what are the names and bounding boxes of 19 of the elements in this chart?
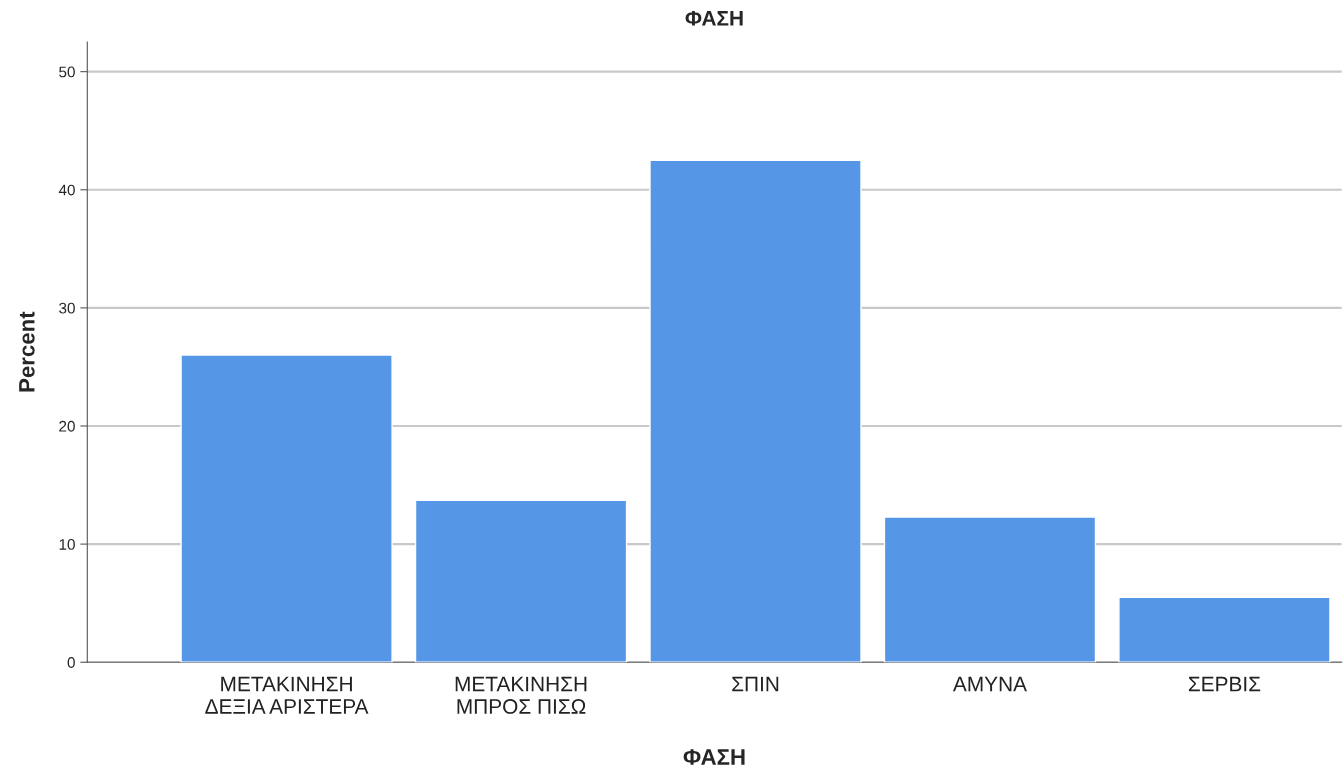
x-tick-label: ΣΕΡΒΙΣ xyxy=(1188,676,1261,692)
chart-title: ΦΑΣΗ xyxy=(685,11,743,26)
bar xyxy=(414,499,628,663)
bar xyxy=(180,354,393,663)
x-axis-title: ΦΑΣΗ xyxy=(683,749,745,765)
y-tick-label: 40 xyxy=(58,184,75,196)
x-tick-label: ΜΕΤΑΚΙΝΗΣΗ ΔΕΞΙΑ ΑΡΙΣΤΕΡΑ xyxy=(205,676,369,714)
bar xyxy=(649,159,862,663)
y-tick-label: 50 xyxy=(59,66,75,78)
bar xyxy=(1118,596,1331,663)
x-tick-label: ΣΠΙΝ xyxy=(732,676,779,692)
y-tick-label: 30 xyxy=(59,302,75,314)
x-tick-label: ΑΜΥΝΑ xyxy=(952,676,1027,692)
y-axis-title: Percent xyxy=(19,311,35,392)
bar xyxy=(883,516,1097,663)
x-tick-label: ΜΕΤΑΚΙΝΗΣΗ ΜΠΡΟΣ ΠΙΣΩ xyxy=(455,676,587,714)
y-tick-label: 20 xyxy=(59,420,75,432)
y-tick-label: 10 xyxy=(59,538,75,550)
y-tick-label: 0 xyxy=(67,657,75,668)
